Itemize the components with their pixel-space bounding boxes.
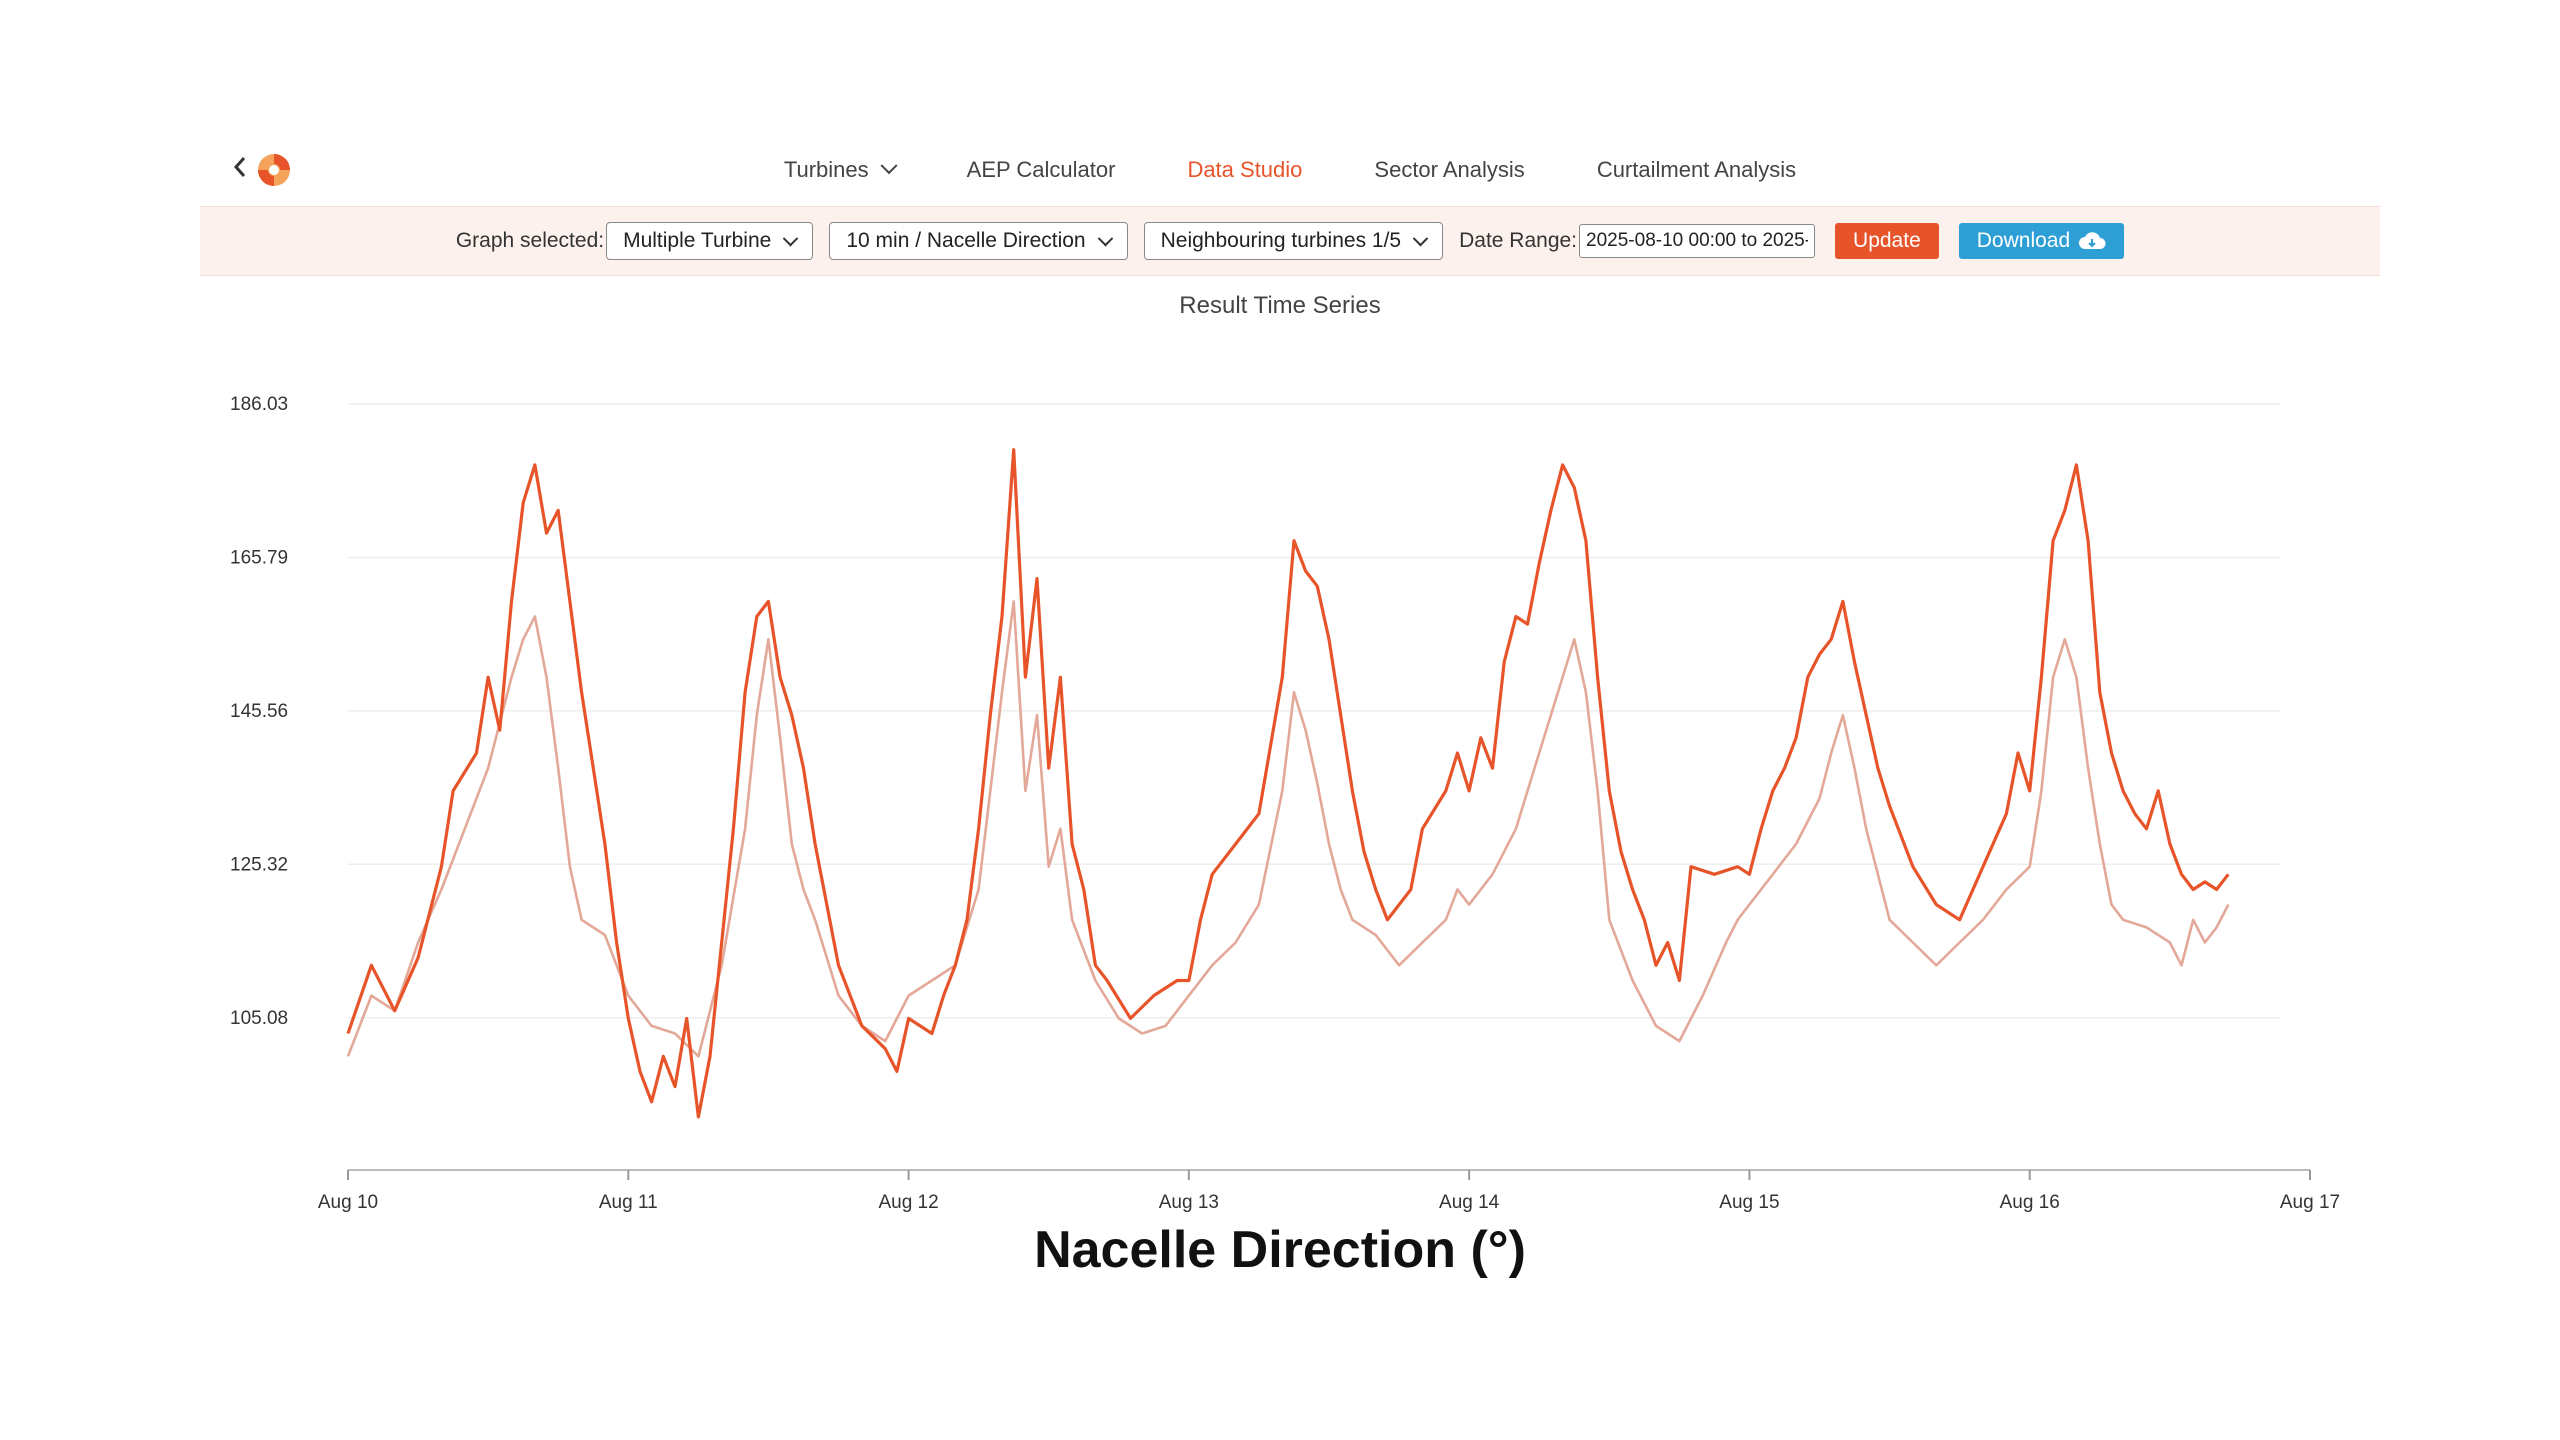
neighbours-value: Neighbouring turbines 1/5	[1160, 229, 1402, 252]
x-tick-label: Aug 11	[599, 1192, 658, 1213]
nav-curtailment-label: Curtailment Analysis	[1596, 157, 1797, 182]
y-tick-label: 186.03	[230, 394, 288, 415]
nav-data-studio[interactable]: Data Studio	[1187, 157, 1302, 183]
nav-sector-label: Sector Analysis	[1374, 157, 1525, 182]
x-tick-label: Aug 17	[2280, 1192, 2340, 1213]
brand-logo-icon[interactable]	[254, 150, 294, 190]
date-range-label: Date Range:	[1459, 229, 1578, 252]
top-navigation: Turbines AEP Calculator Data Studio Sect…	[200, 140, 2380, 200]
graph-toolbar: Graph selected: Multiple Turbine 10 min …	[200, 206, 2380, 276]
download-button[interactable]: Download	[1958, 223, 2125, 259]
x-tick-label: Aug 13	[1159, 1192, 1219, 1213]
download-label: Download	[1976, 229, 2071, 252]
x-tick-label: Aug 14	[1439, 1192, 1500, 1213]
axis-caption: Nacelle Direction (°)	[1034, 1221, 1526, 1279]
neighbours-select[interactable]: Neighbouring turbines 1/5	[1143, 222, 1444, 260]
nav-turbines-label: Turbines	[783, 157, 869, 182]
x-tick-label: Aug 15	[1719, 1192, 1779, 1213]
nav-aep-calculator[interactable]: AEP Calculator	[967, 157, 1116, 183]
metric-select[interactable]: 10 min / Nacelle Direction	[829, 222, 1128, 260]
y-tick-label: 105.08	[230, 1008, 288, 1029]
nav-aep-label: AEP Calculator	[966, 157, 1116, 182]
series-line-2	[346, 600, 2230, 1058]
cloud-download-icon	[2079, 232, 2106, 249]
x-tick-label: Aug 10	[318, 1192, 378, 1213]
main-nav: Turbines AEP Calculator Data Studio Sect…	[200, 140, 2380, 200]
series-line-1	[346, 448, 2230, 1119]
y-tick-label: 145.56	[230, 701, 288, 722]
graph-type-select[interactable]: Multiple Turbine	[606, 222, 814, 260]
nav-turbines[interactable]: Turbines	[783, 157, 898, 183]
graph-type-value: Multiple Turbine	[623, 229, 772, 252]
date-range-input[interactable]	[1579, 224, 1816, 258]
update-button[interactable]: Update	[1835, 223, 1939, 259]
nav-sector-analysis[interactable]: Sector Analysis	[1374, 157, 1524, 183]
metric-value: 10 min / Nacelle Direction	[846, 229, 1086, 252]
chevron-left-icon[interactable]	[228, 152, 252, 182]
nav-curtailment-analysis[interactable]: Curtailment Analysis	[1597, 157, 1796, 183]
chart-title: Result Time Series	[1179, 292, 1381, 319]
nav-data-studio-label: Data Studio	[1187, 157, 1303, 182]
y-tick-label: 165.79	[230, 547, 288, 568]
y-tick-label: 125.32	[230, 854, 288, 875]
x-tick-label: Aug 12	[878, 1192, 938, 1213]
x-tick-label: Aug 16	[2000, 1192, 2060, 1213]
graph-selected-label: Graph selected:	[455, 229, 605, 252]
